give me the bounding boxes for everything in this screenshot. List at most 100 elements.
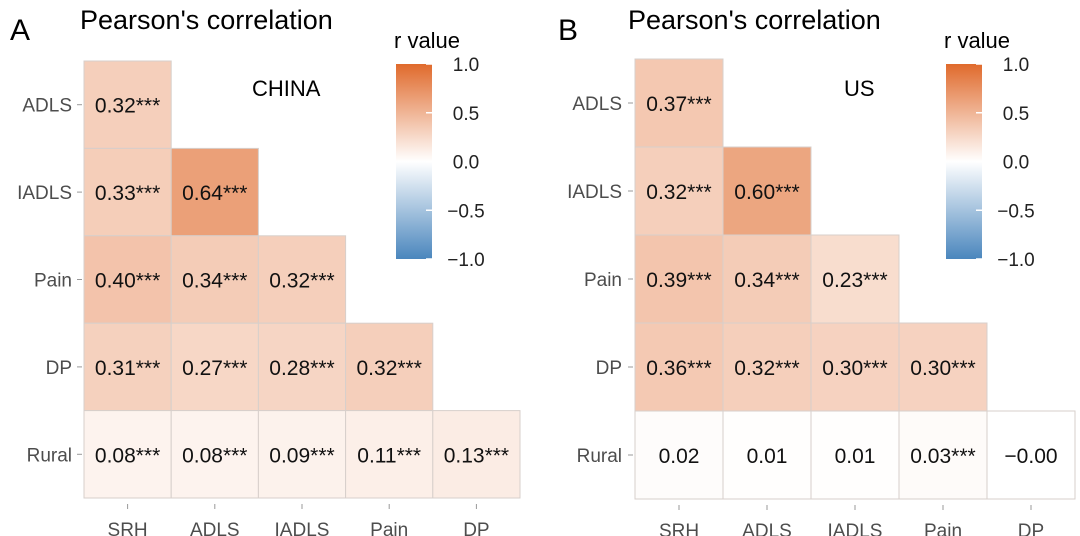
heatmap-cell — [898, 322, 988, 412]
panel-title: Pearson's correlation — [80, 5, 333, 35]
heatmap-cell — [898, 410, 988, 500]
heatmap-cell — [810, 234, 900, 324]
cell-value-label: 0.33*** — [95, 182, 160, 205]
row-label: ADLS — [572, 94, 622, 115]
heatmap-cell — [83, 235, 172, 324]
cell-value-label: 0.02 — [659, 445, 700, 468]
cell-value-label: 0.32*** — [646, 181, 711, 204]
row-label: Pain — [584, 270, 622, 291]
cell-value-label: 0.01 — [835, 445, 876, 468]
col-label: IADLS — [275, 520, 330, 536]
heatmap-cell — [83, 410, 172, 499]
legend-tick-label: 1.0 — [1003, 55, 1029, 76]
heatmap-cell — [345, 410, 434, 499]
row-label: IADLS — [567, 182, 622, 203]
cell-value-label: 0.34*** — [734, 269, 799, 292]
row-label: ADLS — [22, 96, 72, 117]
col-label: ADLS — [742, 521, 792, 536]
col-label: Pain — [924, 521, 962, 536]
heatmap-cell — [986, 410, 1076, 500]
legend-tick-label: −0.5 — [997, 201, 1035, 222]
heatmap-b: ADLS IADLS Pain DP Rural SRH ADLS IADLS Pain DP 0.… — [567, 58, 1076, 536]
heatmap-cell — [722, 234, 812, 324]
cell-value-label: 0.34*** — [182, 270, 247, 293]
panel-title: Pearson's correlation — [628, 5, 881, 35]
heatmap-cell — [170, 235, 259, 324]
cell-value-label: 0.30*** — [822, 357, 887, 380]
color-legend: r value 1.0 0.5 0.0 −0.5 −1.0 — [394, 28, 485, 271]
cell-value-label: 0.31*** — [95, 357, 160, 380]
legend-tick-label: 0.0 — [453, 153, 479, 174]
legend-tick-label: 0.5 — [453, 104, 479, 125]
cell-value-label: 0.30*** — [910, 357, 975, 380]
row-label: IADLS — [17, 183, 72, 204]
legend-tick-label: 0.0 — [1003, 153, 1029, 174]
legend-tick-label: −1.0 — [447, 250, 485, 271]
cell-value-label: 0.39*** — [646, 269, 711, 292]
heatmap-cell — [170, 322, 259, 412]
legend-title: r value — [944, 28, 1010, 53]
row-label: Rural — [27, 445, 72, 466]
legend-ticks: 1.0 0.5 0.0 −0.5 −1.0 — [976, 55, 1035, 271]
cell-value-label: 0.11*** — [357, 444, 421, 467]
heatmap-cell — [722, 410, 812, 500]
legend-tick-label: 1.0 — [453, 55, 479, 76]
heatmap-cell — [170, 410, 259, 499]
cell-value-label: 0.32*** — [734, 357, 799, 380]
col-label: SRH — [659, 521, 699, 536]
legend-title: r value — [394, 28, 460, 53]
cell-value-label: 0.09*** — [269, 444, 334, 467]
heatmap-cell — [257, 235, 347, 324]
heatmap-cell — [634, 146, 724, 236]
cell-value-label: 0.08*** — [95, 444, 160, 467]
heatmap-cell — [83, 60, 172, 149]
region-label: US — [844, 76, 875, 101]
heatmap-cell — [257, 410, 347, 499]
cell-value-label: 0.08*** — [182, 444, 247, 467]
heatmap-cell — [257, 322, 347, 412]
heatmap-cell — [634, 410, 724, 500]
panel-a: A Pearson's correlation CHINA ADLS IADLS P… — [10, 5, 521, 536]
cell-value-label: 0.23*** — [822, 269, 887, 292]
heatmap-cell — [722, 146, 812, 236]
region-label: CHINA — [252, 76, 321, 101]
heatmap-cell — [810, 322, 900, 412]
row-label: Pain — [34, 271, 72, 292]
panel-letter: B — [558, 14, 578, 47]
col-label: SRH — [108, 520, 148, 536]
heatmap-cell — [634, 58, 724, 148]
cell-value-label: 0.03*** — [910, 445, 975, 468]
heatmap-cell — [83, 322, 172, 412]
cell-value-label: 0.37*** — [646, 93, 711, 116]
cell-value-label: −0.00 — [1004, 445, 1057, 468]
cell-value-label: 0.28*** — [269, 357, 334, 380]
col-label: DP — [463, 520, 489, 536]
cell-value-label: 0.13*** — [444, 444, 509, 467]
row-label: Rural — [577, 446, 622, 467]
panel-b: B Pearson's correlation US ADLS IADLS Pain… — [558, 5, 1076, 536]
color-legend: r value 1.0 0.5 0.0 −0.5 −1.0 — [944, 28, 1035, 271]
cell-value-label: 0.32*** — [269, 270, 334, 293]
col-label: IADLS — [828, 521, 883, 536]
legend-tick-label: −1.0 — [997, 250, 1035, 271]
cell-value-label: 0.60*** — [734, 181, 799, 204]
heatmap-cell — [432, 410, 521, 499]
cell-value-label: 0.32*** — [357, 357, 422, 380]
col-label: ADLS — [190, 520, 240, 536]
heatmap-a: ADLS IADLS Pain DP Rural SRH ADLS IADLS Pain DP 0.… — [17, 60, 521, 536]
cell-value-label: 0.40*** — [95, 270, 160, 293]
row-label: DP — [596, 358, 622, 379]
panel-letter: A — [10, 14, 30, 47]
cell-value-label: 0.36*** — [646, 357, 711, 380]
cell-value-label: 0.27*** — [182, 357, 247, 380]
cell-value-label: 0.64*** — [182, 182, 247, 205]
col-label: DP — [1018, 521, 1044, 536]
legend-tick-label: −0.5 — [447, 201, 485, 222]
cell-value-label: 0.32*** — [95, 95, 160, 118]
heatmap-cell — [345, 322, 434, 412]
legend-ticks: 1.0 0.5 0.0 −0.5 −1.0 — [426, 55, 485, 271]
legend-tick-label: 0.5 — [1003, 104, 1029, 125]
cell-value-label: 0.01 — [747, 445, 788, 468]
row-label: DP — [46, 358, 72, 379]
